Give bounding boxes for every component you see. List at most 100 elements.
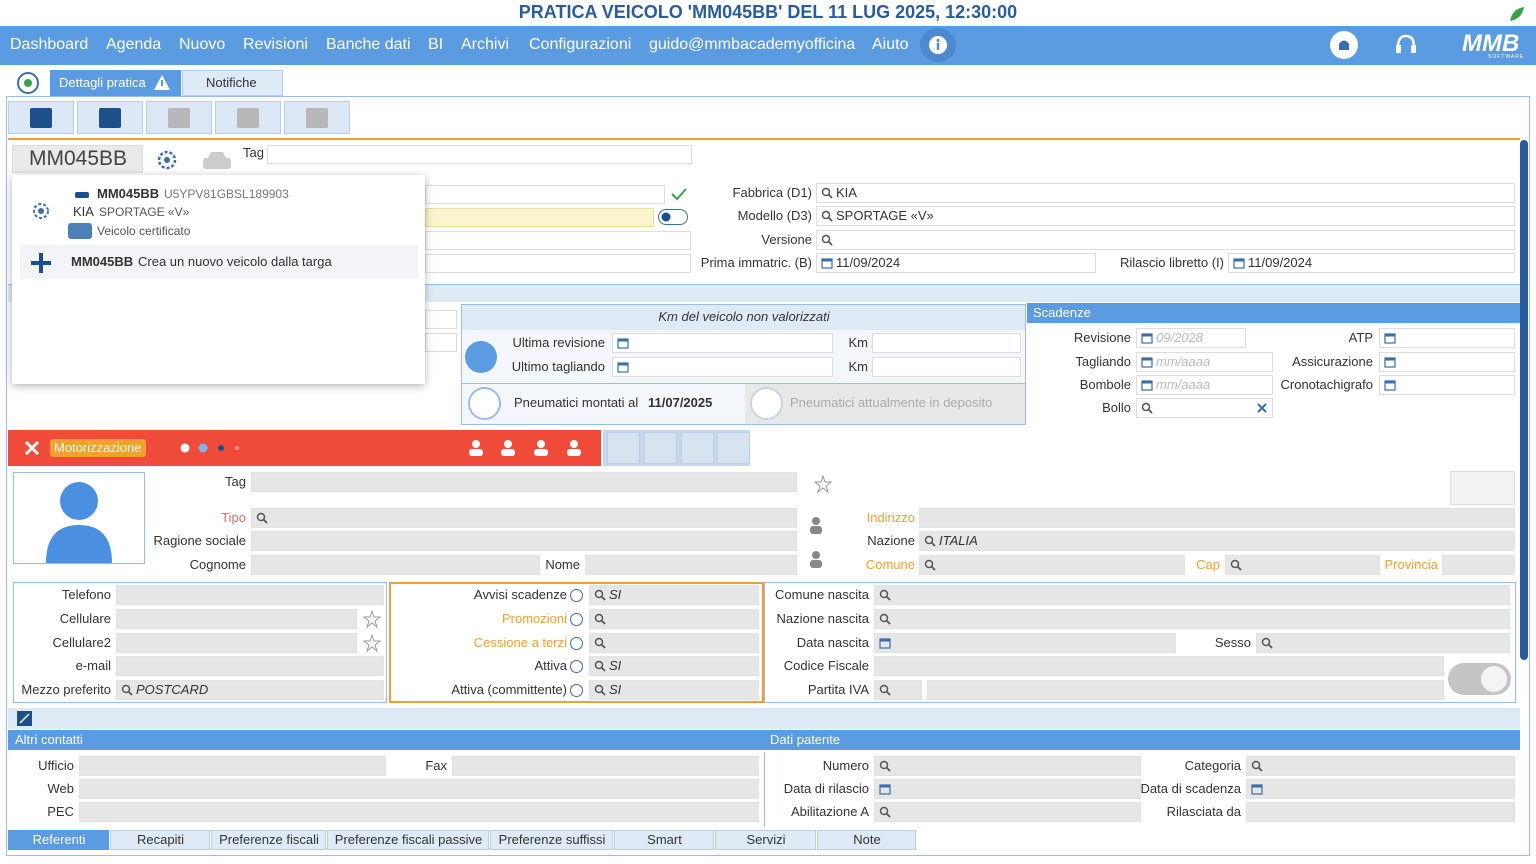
person-add[interactable]: [806, 514, 830, 538]
bar-icon[interactable]: [563, 438, 585, 458]
bottom-tab[interactable]: [817, 830, 916, 850]
field-input[interactable]: [589, 633, 759, 653]
support-button[interactable]: [1392, 31, 1420, 59]
star-icon[interactable]: [362, 609, 382, 629]
nav-item[interactable]: Banche dati: [326, 36, 411, 53]
field-input[interactable]: [79, 802, 759, 822]
field-input[interactable]: [251, 472, 797, 492]
bottom-tab[interactable]: [715, 830, 816, 850]
field-input[interactable]: [585, 555, 797, 575]
bar-icon[interactable]: [530, 438, 552, 458]
nav-item[interactable]: Nuovo: [179, 36, 226, 53]
help-icon[interactable]: [570, 684, 583, 697]
toggle[interactable]: [658, 209, 688, 225]
field-input[interactable]: [589, 680, 759, 700]
help-icon[interactable]: [570, 589, 583, 602]
nav-item[interactable]: Revisioni: [243, 36, 308, 53]
new-vehicle-row[interactable]: [20, 245, 418, 279]
field-input[interactable]: [79, 756, 386, 776]
field-input[interactable]: [874, 802, 1141, 822]
info-button[interactable]: [920, 28, 956, 62]
field-input[interactable]: [1246, 779, 1515, 799]
field-input[interactable]: [1136, 398, 1273, 418]
toolbar-button[interactable]: [284, 101, 350, 134]
field-input[interactable]: [816, 183, 1515, 203]
nav-item[interactable]: Configurazioni: [529, 36, 632, 53]
star-icon[interactable]: [362, 633, 382, 653]
bottom-tab[interactable]: [110, 830, 210, 850]
field-input[interactable]: [874, 585, 1510, 605]
field-input[interactable]: [1246, 802, 1515, 822]
help-icon[interactable]: [570, 660, 583, 673]
field-input[interactable]: [1225, 555, 1380, 575]
nav-item[interactable]: Agenda: [106, 36, 162, 53]
field-input[interactable]: [874, 656, 1444, 676]
field-input[interactable]: [874, 633, 1176, 653]
field-input[interactable]: [589, 585, 759, 605]
bottom-tab[interactable]: [211, 830, 326, 850]
field-input[interactable]: [589, 609, 759, 629]
field-input[interactable]: [116, 633, 357, 653]
field-input[interactable]: [1246, 756, 1515, 776]
field-input[interactable]: [116, 609, 357, 629]
field-input[interactable]: [1379, 375, 1515, 395]
close-icon[interactable]: [24, 440, 40, 456]
field-input[interactable]: [116, 585, 384, 605]
field-input[interactable]: [874, 680, 922, 700]
help-icon[interactable]: [570, 613, 583, 626]
field-input[interactable]: [1136, 375, 1273, 395]
vehicle-input[interactable]: [425, 254, 691, 273]
field-input[interactable]: [1256, 633, 1510, 653]
plate-box[interactable]: [12, 145, 143, 173]
vehicle-input[interactable]: [425, 208, 654, 227]
strip-icon[interactable]: [607, 432, 640, 464]
field-input[interactable]: [251, 508, 797, 528]
field-input[interactable]: [927, 680, 1444, 700]
type-toggle[interactable]: [1448, 663, 1511, 695]
gear-icon[interactable]: [155, 148, 179, 172]
field-input[interactable]: [612, 333, 833, 353]
left-input[interactable]: [425, 310, 457, 329]
field-input[interactable]: [816, 206, 1515, 226]
field-input[interactable]: [1379, 352, 1515, 372]
field-input[interactable]: [116, 656, 384, 676]
field-input[interactable]: [589, 656, 759, 676]
bar-icon[interactable]: [497, 438, 519, 458]
field-input[interactable]: [816, 253, 1096, 273]
bottom-tab[interactable]: [490, 830, 613, 850]
avatar-box[interactable]: [13, 472, 145, 564]
toolbar-button[interactable]: [8, 101, 74, 134]
person-edit[interactable]: [806, 548, 830, 572]
nav-item[interactable]: Dashboard: [10, 36, 89, 53]
field-input[interactable]: [816, 230, 1515, 250]
bottom-tab[interactable]: [8, 830, 109, 850]
history-icon[interactable]: [14, 70, 42, 96]
field-input[interactable]: [1442, 555, 1515, 575]
car-icon[interactable]: [200, 148, 234, 174]
toolbar-button[interactable]: [215, 101, 281, 134]
field-input[interactable]: [79, 779, 759, 799]
deposit-area[interactable]: [745, 384, 1025, 424]
help-icon[interactable]: [570, 637, 583, 650]
clear-icon[interactable]: [1256, 402, 1268, 414]
field-input[interactable]: [1136, 328, 1246, 348]
share-button[interactable]: [1450, 471, 1515, 505]
field-input[interactable]: [612, 357, 833, 377]
bottom-tab[interactable]: [327, 830, 489, 850]
field-input[interactable]: [874, 779, 1141, 799]
strip-icon[interactable]: [681, 432, 714, 464]
nav-item[interactable]: guido@mmbacademyofficina: [649, 36, 856, 53]
bell-button[interactable]: [1330, 31, 1358, 59]
field-input[interactable]: [452, 756, 759, 776]
field-input[interactable]: [1136, 352, 1273, 372]
toolbar-button[interactable]: [146, 101, 212, 134]
strip-icon[interactable]: [717, 432, 750, 464]
nav-item[interactable]: BI: [428, 36, 444, 53]
field-input[interactable]: [1379, 328, 1515, 348]
field-input[interactable]: [872, 357, 1021, 377]
nav-item[interactable]: Archivi: [461, 36, 510, 53]
nav-item[interactable]: Aiuto: [872, 36, 909, 53]
strip-icon[interactable]: [644, 432, 677, 464]
tyre-icon[interactable]: [468, 387, 501, 420]
field-input[interactable]: [874, 609, 1510, 629]
